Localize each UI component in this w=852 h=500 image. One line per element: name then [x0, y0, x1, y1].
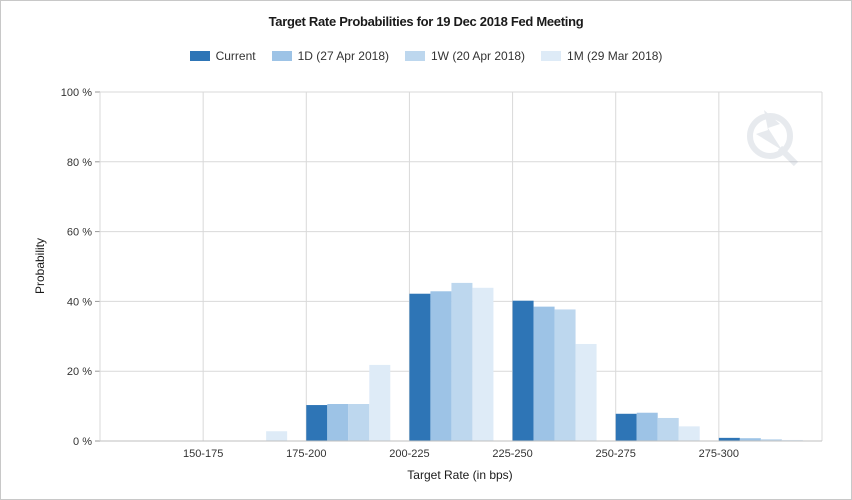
legend-item[interactable]: Current [189, 49, 256, 63]
legend-swatch [271, 51, 292, 61]
bar-4-3 [678, 426, 700, 441]
x-tick-label: 250-275 [596, 448, 636, 460]
x-tick-label: 200-225 [389, 448, 429, 460]
x-axis-title: Target Rate (in bps) [407, 468, 512, 482]
legend-label: 1M (29 Mar 2018) [567, 49, 663, 63]
bar-3-2 [554, 309, 576, 441]
legend-item[interactable]: 1W (20 Apr 2018) [404, 49, 526, 63]
x-tick-label: 225-250 [492, 448, 532, 460]
x-tick-label: 150-175 [183, 448, 223, 460]
bar-5-2 [760, 439, 782, 441]
y-tick-label: 100 % [61, 87, 92, 99]
bar-2-3 [472, 287, 494, 441]
y-tick-label: 80 % [67, 157, 92, 169]
x-tick-label: 275-300 [699, 448, 739, 460]
bar-1-3 [369, 364, 391, 441]
watermark-ring [747, 113, 793, 159]
legend-label: 1D (27 Apr 2018) [297, 49, 389, 63]
bar-4-2 [657, 417, 679, 441]
legend-item[interactable]: 1M (29 Mar 2018) [541, 49, 662, 63]
bar-3-3 [575, 343, 597, 441]
legend-swatch [189, 51, 210, 61]
bar-2-1 [430, 291, 452, 441]
watermark-logo [747, 110, 799, 167]
bar-3-1 [533, 306, 555, 441]
bar-1-0 [306, 405, 328, 441]
y-tick-label: 20 % [67, 366, 92, 378]
bar-2-2 [451, 282, 473, 441]
bar-2-0 [409, 293, 431, 441]
legend-item[interactable]: 1D (27 Apr 2018) [271, 49, 389, 63]
legend-label: Current [215, 49, 256, 63]
bar-5-0 [718, 437, 740, 441]
bar-4-1 [636, 412, 658, 441]
legend-swatch [404, 51, 425, 61]
bar-1-1 [327, 404, 349, 441]
bar-4-0 [615, 413, 637, 441]
bar-5-1 [739, 438, 761, 441]
watermark-tail [777, 145, 799, 167]
chart-title: Target Rate Probabilities for 19 Dec 201… [268, 14, 584, 29]
x-tick-label: 175-200 [286, 448, 326, 460]
y-tick-label: 0 % [73, 436, 92, 448]
watermark-bolt [756, 110, 782, 150]
bar-3-0 [512, 300, 534, 441]
y-tick-label: 60 % [67, 227, 92, 239]
bar-1-2 [348, 404, 370, 441]
bar-0-3 [266, 431, 288, 441]
y-axis-title: Probability [33, 238, 47, 294]
chart-legend: Current 1D (27 Apr 2018) 1W (20 Apr 2018) 1… [0, 49, 852, 63]
y-tick-label: 40 % [67, 296, 92, 308]
bar-5-3 [781, 439, 803, 441]
legend-swatch [541, 51, 562, 61]
legend-label: 1W (20 Apr 2018) [430, 49, 526, 63]
